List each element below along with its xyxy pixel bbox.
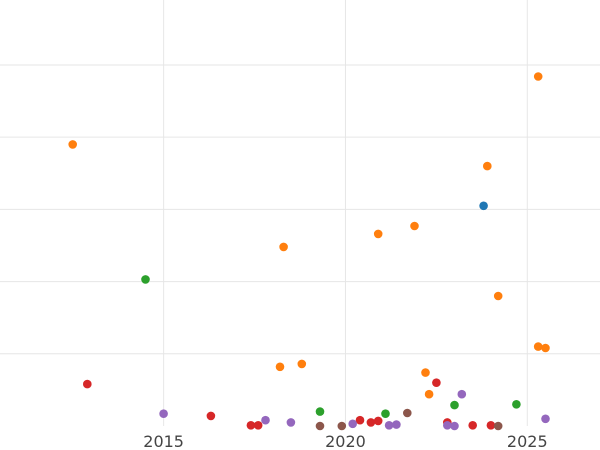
data-point <box>315 407 325 416</box>
data-point <box>355 415 365 425</box>
series-group <box>83 378 496 430</box>
data-point <box>286 418 296 427</box>
series-group <box>141 275 521 419</box>
data-point <box>373 229 383 239</box>
series-group <box>68 72 550 399</box>
data-point <box>424 389 434 399</box>
data-points <box>68 72 550 431</box>
series-group <box>159 389 550 431</box>
data-point <box>392 420 401 429</box>
data-point <box>450 400 459 410</box>
data-point <box>421 368 430 377</box>
data-point <box>68 140 77 149</box>
data-point <box>410 221 419 231</box>
data-point <box>366 418 376 427</box>
data-point <box>450 421 459 431</box>
data-point <box>403 408 412 418</box>
data-point <box>541 343 550 353</box>
data-point <box>493 421 503 431</box>
grid <box>0 0 600 426</box>
series-group <box>479 201 488 211</box>
data-point <box>457 389 467 399</box>
data-point <box>384 421 394 430</box>
x-tick-label: 2015 <box>143 432 184 450</box>
series-group <box>315 408 503 431</box>
data-point <box>253 421 263 430</box>
data-point <box>141 275 150 284</box>
data-point <box>443 421 452 430</box>
data-point <box>486 421 496 430</box>
data-point <box>483 161 492 171</box>
data-point <box>279 242 288 252</box>
data-point <box>83 379 92 389</box>
data-point <box>315 421 325 431</box>
data-point <box>206 411 216 421</box>
data-point <box>297 359 307 369</box>
data-point <box>493 291 503 301</box>
data-point <box>337 421 347 431</box>
data-point <box>246 421 256 430</box>
data-point <box>348 419 358 429</box>
data-point <box>533 342 543 351</box>
data-point <box>468 421 478 430</box>
data-point <box>432 378 441 388</box>
x-tick-label: 2020 <box>325 432 366 450</box>
data-point <box>373 416 383 426</box>
data-point <box>512 400 521 409</box>
x-axis-ticks: 2015 2020 2025 <box>143 432 547 450</box>
data-point <box>541 414 550 424</box>
data-point <box>479 201 488 211</box>
data-point <box>533 72 543 81</box>
data-point <box>261 415 270 425</box>
data-point <box>275 362 285 372</box>
data-point <box>159 409 168 419</box>
x-tick-label: 2025 <box>507 432 548 450</box>
data-point <box>381 409 390 419</box>
